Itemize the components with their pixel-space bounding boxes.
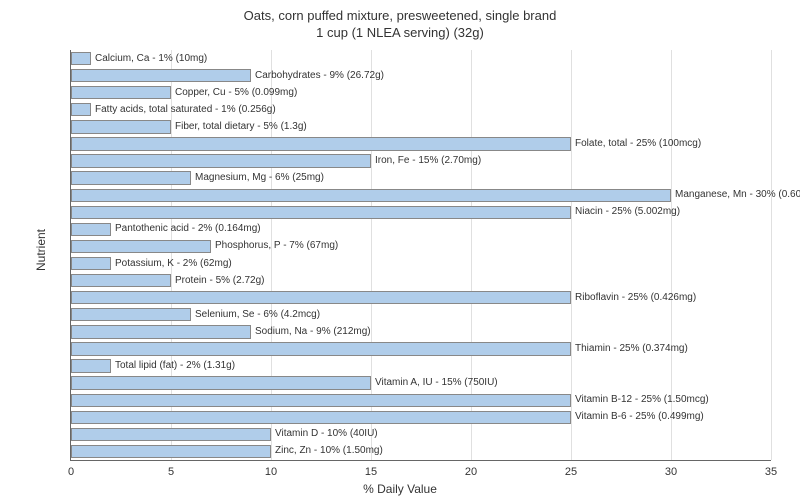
nutrient-bar [71, 342, 571, 355]
nutrient-bar [71, 411, 571, 424]
nutrient-label: Vitamin B-6 - 25% (0.499mg) [575, 412, 704, 422]
nutrient-label: Vitamin A, IU - 15% (750IU) [375, 378, 498, 388]
nutrient-label: Phosphorus, P - 7% (67mg) [215, 241, 338, 251]
nutrient-bar [71, 394, 571, 407]
nutrient-label: Fiber, total dietary - 5% (1.3g) [175, 122, 307, 132]
nutrient-label: Thiamin - 25% (0.374mg) [575, 344, 688, 354]
nutrient-bar [71, 445, 271, 458]
nutrient-bar [71, 206, 571, 219]
plot-area: 05101520253035Calcium, Ca - 1% (10mg)Car… [70, 50, 771, 461]
nutrient-label: Total lipid (fat) - 2% (1.31g) [115, 361, 235, 371]
x-tick-label: 10 [265, 466, 277, 478]
nutrient-bar [71, 52, 91, 65]
nutrient-label: Carbohydrates - 9% (26.72g) [255, 71, 384, 81]
nutrient-bar [71, 359, 111, 372]
nutrient-bar [71, 154, 371, 167]
nutrient-chart: Oats, corn puffed mixture, presweetened,… [0, 0, 800, 500]
nutrient-label: Pantothenic acid - 2% (0.164mg) [115, 224, 261, 234]
x-tick-label: 15 [365, 466, 377, 478]
x-tick-label: 0 [68, 466, 74, 478]
nutrient-bar [71, 171, 191, 184]
nutrient-label: Vitamin D - 10% (40IU) [275, 429, 378, 439]
nutrient-bar [71, 325, 251, 338]
nutrient-bar [71, 189, 671, 202]
gridline [571, 50, 572, 460]
nutrient-bar [71, 103, 91, 116]
nutrient-label: Zinc, Zn - 10% (1.50mg) [275, 446, 383, 456]
nutrient-label: Folate, total - 25% (100mcg) [575, 139, 701, 149]
nutrient-label: Magnesium, Mg - 6% (25mg) [195, 173, 324, 183]
nutrient-label: Iron, Fe - 15% (2.70mg) [375, 156, 481, 166]
nutrient-bar [71, 291, 571, 304]
nutrient-label: Potassium, K - 2% (62mg) [115, 259, 232, 269]
nutrient-bar [71, 376, 371, 389]
title-line-2: 1 cup (1 NLEA serving) (32g) [316, 25, 484, 40]
nutrient-label: Niacin - 25% (5.002mg) [575, 207, 680, 217]
nutrient-bar [71, 274, 171, 287]
nutrient-label: Selenium, Se - 6% (4.2mcg) [195, 310, 320, 320]
x-tick-label: 35 [765, 466, 777, 478]
nutrient-label: Manganese, Mn - 30% (0.602mg) [675, 190, 800, 200]
title-line-1: Oats, corn puffed mixture, presweetened,… [244, 8, 557, 23]
x-tick-label: 20 [465, 466, 477, 478]
chart-title: Oats, corn puffed mixture, presweetened,… [0, 0, 800, 42]
nutrient-label: Calcium, Ca - 1% (10mg) [95, 54, 207, 64]
x-tick-label: 25 [565, 466, 577, 478]
x-tick-label: 5 [168, 466, 174, 478]
nutrient-label: Protein - 5% (2.72g) [175, 276, 265, 286]
x-axis-label: % Daily Value [363, 482, 437, 496]
y-axis-label: Nutrient [34, 229, 48, 271]
nutrient-bar [71, 137, 571, 150]
nutrient-bar [71, 120, 171, 133]
nutrient-label: Riboflavin - 25% (0.426mg) [575, 293, 696, 303]
nutrient-bar [71, 428, 271, 441]
nutrient-label: Vitamin B-12 - 25% (1.50mcg) [575, 395, 709, 405]
nutrient-label: Fatty acids, total saturated - 1% (0.256… [95, 105, 276, 115]
x-tick-label: 30 [665, 466, 677, 478]
nutrient-bar [71, 86, 171, 99]
nutrient-bar [71, 308, 191, 321]
nutrient-bar [71, 257, 111, 270]
nutrient-label: Sodium, Na - 9% (212mg) [255, 327, 371, 337]
nutrient-bar [71, 223, 111, 236]
gridline [771, 50, 772, 460]
nutrient-bar [71, 69, 251, 82]
nutrient-bar [71, 240, 211, 253]
nutrient-label: Copper, Cu - 5% (0.099mg) [175, 88, 297, 98]
